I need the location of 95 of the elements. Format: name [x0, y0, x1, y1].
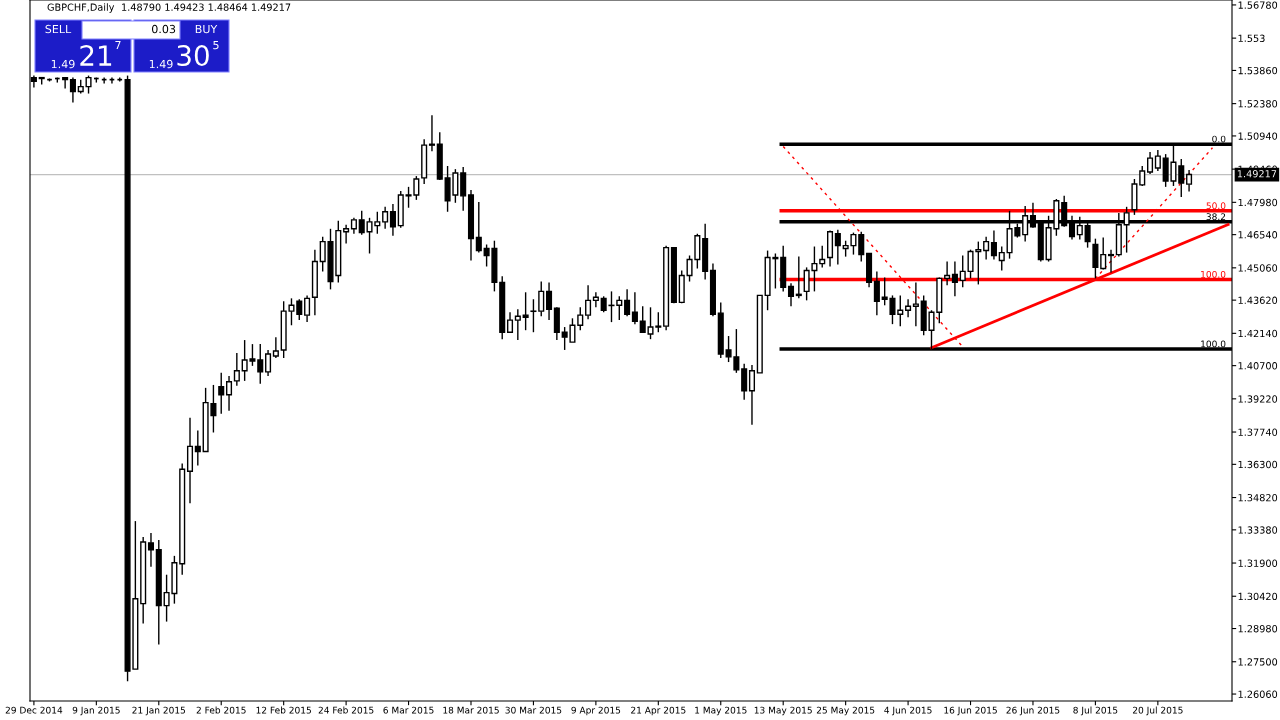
y-tick-label: 1.39220: [1238, 395, 1278, 403]
annotation: 0.0: [1212, 135, 1226, 143]
y-tick-label: 1.45060: [1238, 264, 1278, 272]
candlestick: [741, 363, 748, 401]
x-tick-label: 9 Apr 2015: [571, 706, 621, 716]
candlestick: [421, 138, 428, 185]
y-tick-label: 1.37740: [1238, 428, 1278, 436]
candlestick: [1186, 169, 1193, 193]
x-tick-label: 12 Feb 2015: [256, 706, 311, 714]
annotation: 1.49: [149, 59, 173, 69]
candlestick: [460, 166, 467, 212]
chart-subtitle: 1.48790 1.49423 1.48464 1.49217: [122, 3, 291, 11]
candlestick: [834, 229, 841, 266]
candlestick: [428, 114, 436, 152]
x-tick-label: 29 Dec 2014: [5, 706, 63, 714]
annotation: 5: [213, 40, 219, 50]
y-tick-label: 1.553: [1238, 34, 1265, 42]
y-tick-label: 1.40700: [1238, 362, 1278, 370]
candlestick: [1154, 149, 1161, 172]
ref-line-label: 1.49217: [1237, 170, 1277, 178]
annotation: 1.49: [51, 59, 75, 69]
y-tick-label: 1.53860: [1238, 66, 1278, 75]
x-tick-label: 26 Jun 2015: [1006, 706, 1060, 716]
candlestick: [592, 291, 599, 309]
x-tick-label: 16 Jun 2015: [944, 706, 997, 716]
annotation: BUY: [195, 24, 218, 34]
x-tick-label: 9 Jan 2015: [72, 706, 120, 716]
candlestick: [873, 270, 880, 316]
candlestick: [514, 308, 521, 341]
candlestick: [147, 532, 155, 568]
candlestick: [389, 203, 396, 237]
candlestick: [467, 189, 475, 262]
chart-title: GBPCHF,Daily: [47, 3, 115, 13]
y-tick-label: 1.47980: [1238, 198, 1278, 207]
candlestick: [311, 248, 318, 316]
x-tick-label: 20 Jul 2015: [1132, 706, 1183, 716]
x-tick-label: 8 Jul 2015: [1073, 706, 1118, 716]
x-tick-label: 2 Feb 2015: [196, 706, 246, 714]
candlestick: [265, 349, 272, 377]
x-tick-label: 24 Feb 2015: [318, 706, 374, 714]
x-tick-label: 6 Mar 2015: [383, 706, 434, 714]
x-tick-label: 21 Apr 2015: [631, 706, 686, 716]
y-tick-label: 1.26060: [1238, 690, 1278, 698]
candlestick: [787, 282, 795, 307]
candlestick: [748, 364, 756, 426]
y-tick-label: 1.34820: [1238, 494, 1278, 502]
candlestick: [951, 260, 958, 298]
y-tick-label: 1.42140: [1238, 329, 1278, 338]
candlestick: [186, 416, 194, 504]
x-tick-label: 1 May 2015: [695, 706, 747, 716]
y-tick-label: 1.36300: [1238, 460, 1278, 469]
candlestick: [944, 260, 951, 287]
candlestick: [585, 284, 592, 320]
x-tick-label: 21 Jan 2015: [132, 706, 186, 716]
x-tick-label: 30 Mar 2015: [505, 706, 562, 714]
y-tick-label: 1.52380: [1238, 100, 1278, 108]
candlestick: [1107, 248, 1115, 274]
candlestick: [343, 224, 350, 245]
candlestick: [795, 255, 802, 300]
candlestick: [194, 429, 201, 467]
annotation: 50.0: [1206, 202, 1226, 210]
candlestick: [905, 298, 912, 318]
annotation: 7: [115, 40, 121, 50]
candlestick: [140, 536, 147, 625]
annotation: 100.0: [1201, 270, 1226, 278]
annotation: 0.03: [151, 24, 176, 34]
annotation: 30: [177, 45, 209, 67]
y-tick-label: 1.28980: [1238, 625, 1278, 633]
y-tick-label: 1.27500: [1238, 658, 1278, 666]
y-tick-label: 1.30420: [1238, 592, 1278, 601]
y-tick-label: 1.56780: [1238, 1, 1278, 9]
candlestick: [631, 291, 638, 325]
candlestick: [233, 352, 240, 387]
y-tick-label: 1.43620: [1238, 296, 1278, 304]
candlestick: [912, 281, 919, 327]
candlestick: [990, 229, 997, 261]
annotation: 21: [80, 45, 112, 66]
candlestick: [553, 307, 560, 341]
candlestick: [304, 294, 311, 323]
y-tick-label: 1.33380: [1238, 526, 1278, 534]
y-tick-label: 1.31900: [1238, 559, 1278, 567]
annotation: SELL: [45, 24, 72, 34]
x-tick-label: 13 May 2015: [754, 706, 812, 716]
candlestick: [546, 281, 553, 321]
candlestick: [702, 222, 709, 281]
candlestick: [382, 206, 389, 230]
x-tick-label: 25 May 2015: [816, 706, 875, 716]
candlestick: [983, 235, 990, 261]
x-tick-label: 18 Mar 2015: [443, 706, 499, 714]
y-tick-label: 1.46540: [1238, 231, 1278, 239]
x-tick-label: 4 Jun 2015: [884, 706, 932, 716]
annotation: 100.0: [1201, 340, 1226, 348]
y-tick-label: 1.50940: [1238, 132, 1278, 140]
annotation: 38.2: [1206, 213, 1226, 221]
candlestick: [225, 375, 233, 412]
